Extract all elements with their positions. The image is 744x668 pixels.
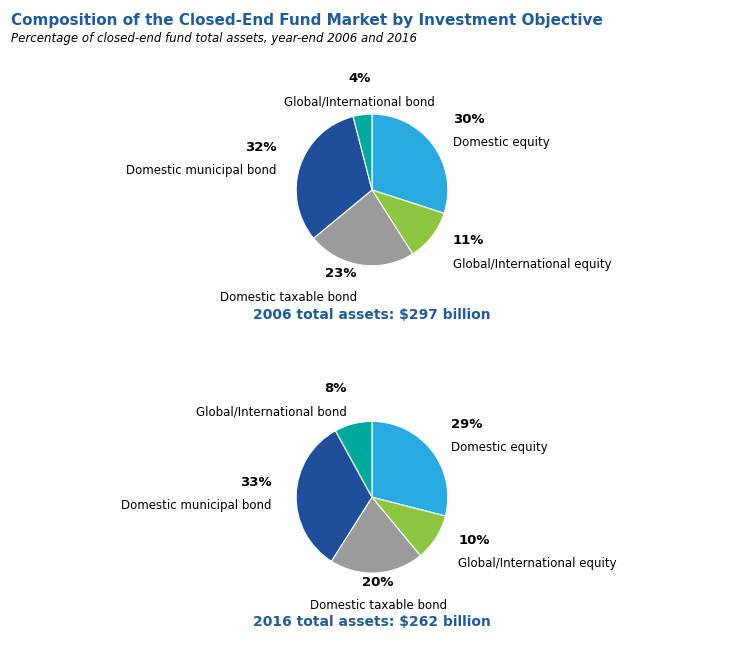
Text: Domestic equity: Domestic equity: [451, 441, 548, 454]
Text: 23%: 23%: [325, 267, 357, 281]
Text: Global/International bond: Global/International bond: [284, 96, 435, 109]
Text: 10%: 10%: [458, 534, 490, 546]
Text: Domestic municipal bond: Domestic municipal bond: [126, 164, 277, 177]
Wedge shape: [372, 422, 448, 516]
Wedge shape: [372, 190, 444, 254]
Text: 30%: 30%: [453, 113, 484, 126]
Text: Global/International bond: Global/International bond: [196, 405, 347, 419]
Wedge shape: [336, 422, 372, 497]
Text: 4%: 4%: [348, 72, 371, 86]
Text: 32%: 32%: [246, 141, 277, 154]
Text: 2006 total assets: $297 billion: 2006 total assets: $297 billion: [253, 308, 491, 322]
Text: 33%: 33%: [240, 476, 272, 489]
Text: Global/International equity: Global/International equity: [458, 557, 617, 570]
Text: 2016 total assets: $262 billion: 2016 total assets: $262 billion: [253, 615, 491, 629]
Wedge shape: [313, 190, 413, 266]
Wedge shape: [353, 114, 372, 190]
Text: Global/International equity: Global/International equity: [453, 258, 612, 271]
Text: Percentage of closed-end fund total assets, year-end 2006 and 2016: Percentage of closed-end fund total asse…: [11, 32, 417, 45]
Text: Composition of the Closed-End Fund Market by Investment Objective: Composition of the Closed-End Fund Marke…: [11, 13, 603, 28]
Text: Domestic taxable bond: Domestic taxable bond: [219, 291, 357, 304]
Wedge shape: [296, 431, 372, 561]
Text: 29%: 29%: [451, 418, 482, 431]
Text: Domestic municipal bond: Domestic municipal bond: [121, 500, 272, 512]
Text: 20%: 20%: [362, 576, 394, 589]
Text: 11%: 11%: [453, 234, 484, 247]
Wedge shape: [331, 497, 420, 573]
Text: 8%: 8%: [324, 382, 347, 395]
Text: Domestic equity: Domestic equity: [453, 136, 550, 150]
Wedge shape: [296, 116, 372, 238]
Text: Domestic taxable bond: Domestic taxable bond: [310, 599, 446, 613]
Wedge shape: [372, 497, 446, 556]
Wedge shape: [372, 114, 448, 213]
